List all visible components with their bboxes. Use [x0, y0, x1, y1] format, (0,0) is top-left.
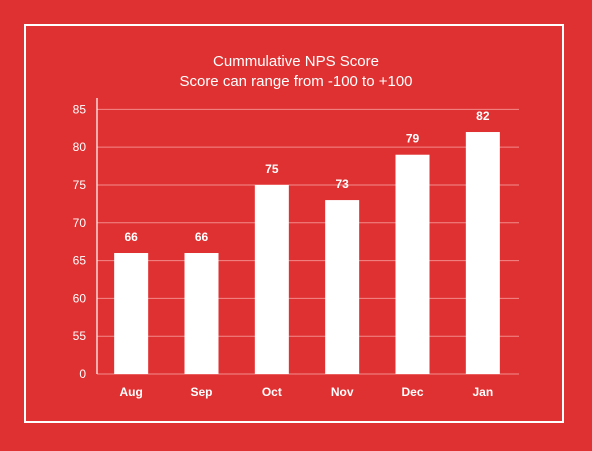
y-axis-ticks: 0 55 60 65 70 75 80 85 [73, 102, 87, 381]
x-tick-label: Nov [331, 385, 354, 399]
x-tick-label: Oct [262, 385, 282, 399]
bar [114, 253, 149, 374]
data-label: 73 [335, 177, 349, 191]
data-labels: 66 66 75 73 79 82 [124, 109, 489, 244]
chart-title: Cummulative NPS Score [213, 53, 379, 70]
x-tick-label: Sep [190, 385, 212, 399]
bar [325, 200, 360, 374]
x-tick-label: Aug [120, 385, 143, 399]
bar [395, 154, 430, 374]
bars [114, 132, 500, 374]
bar [184, 253, 219, 374]
data-label: 66 [124, 230, 138, 244]
bar [254, 184, 289, 374]
data-label: 79 [406, 132, 420, 146]
gridlines [97, 108, 519, 375]
y-tick-label: 70 [73, 216, 87, 230]
y-tick-label: 85 [73, 102, 87, 116]
y-tick-label: 60 [73, 291, 87, 305]
x-tick-label: Jan [472, 385, 493, 399]
x-axis-categories: Aug Sep Oct Nov Dec Jan [120, 385, 494, 399]
y-tick-label: 75 [73, 178, 87, 192]
data-label: 75 [265, 162, 279, 176]
chart-frame [24, 24, 564, 423]
y-tick-label: 0 [79, 367, 86, 381]
y-tick-label: 65 [73, 254, 87, 268]
y-tick-label: 55 [73, 329, 87, 343]
data-label: 82 [476, 109, 490, 123]
bar [465, 132, 500, 374]
y-tick-label: 80 [73, 140, 87, 154]
x-tick-label: Dec [401, 385, 423, 399]
data-label: 66 [195, 230, 209, 244]
chart-subtitle: Score can range from -100 to +100 [179, 73, 413, 90]
